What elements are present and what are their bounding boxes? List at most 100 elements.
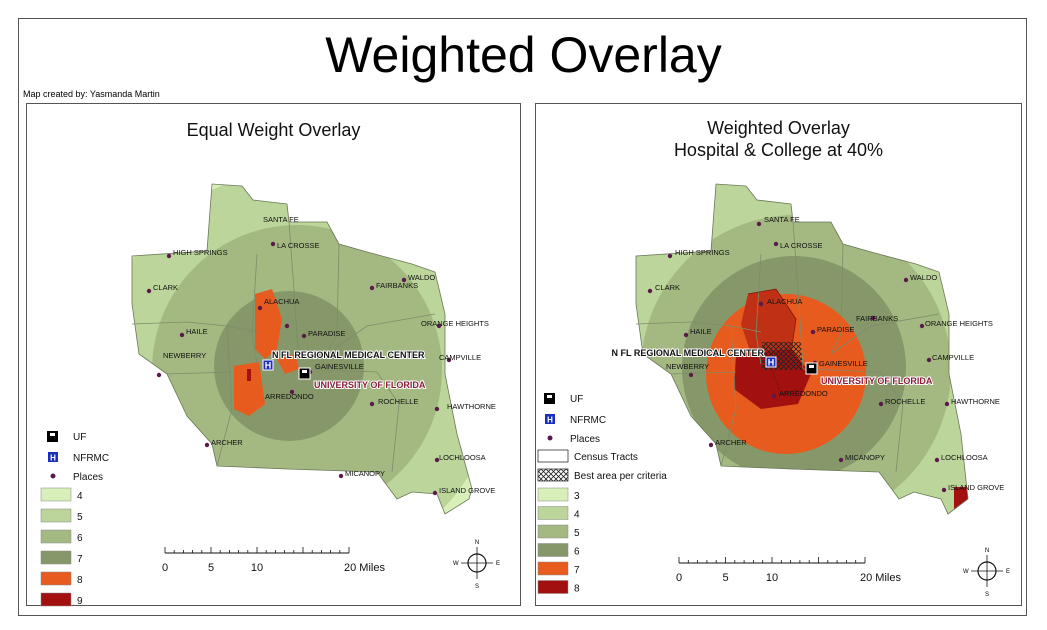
legend-class-label-5: 5 [574, 528, 580, 539]
legend-class-label-6: 6 [77, 533, 83, 544]
place-dot [369, 285, 375, 291]
place-dot [289, 389, 295, 395]
place-label-alachua: ALACHUA [767, 297, 802, 306]
place-dot [758, 301, 764, 307]
compass-icon: N S E W [963, 548, 1010, 598]
legend-class-label-8: 8 [574, 584, 580, 595]
legend-class-swatch-8 [537, 580, 569, 594]
compass-n: N [985, 548, 989, 554]
legend-best-area-swatch [537, 468, 569, 482]
legend-class-label-7: 7 [77, 554, 83, 565]
place-label-campville: CAMPVILLE [932, 353, 974, 362]
place-label-hawthorne: HAWTHORNE [951, 397, 1000, 406]
place-dot [919, 323, 925, 329]
place-dot [838, 457, 844, 463]
weighted-panel: Weighted Overlay Hospital & College at 4… [535, 103, 1022, 606]
legend: UF H NFRMC Places 4 5 6 7 8 9 [40, 431, 109, 607]
university-label: UNIVERSITY OF FLORIDA [821, 376, 933, 386]
place-dot [434, 457, 440, 463]
legend-class-swatch-4 [40, 487, 72, 502]
place-label-hawthorne: HAWTHORNE [447, 402, 496, 411]
school-icon-detail [809, 365, 814, 368]
place-label-archer: ARCHER [211, 438, 243, 447]
place-dot [941, 487, 947, 493]
university-label: UNIVERSITY OF FLORIDA [314, 380, 426, 390]
place-label-high-springs: HIGH SPRINGS [675, 248, 730, 257]
legend-class-swatch-9 [40, 592, 72, 607]
school-icon [298, 367, 311, 380]
legend-school-icon-detail [547, 395, 552, 398]
place-dot [647, 288, 653, 294]
legend-school-icon [47, 431, 58, 442]
place-label-newberry: NEWBERRY [163, 351, 206, 360]
place-dot [870, 315, 876, 321]
scale-label: 5 [722, 572, 728, 584]
place-dot [688, 372, 694, 378]
place-label-island-grove: ISLAND GROVE [948, 483, 1004, 492]
legend-class-label-3: 3 [574, 491, 580, 502]
place-label-arredondo: ARREDONDO [265, 392, 314, 401]
scale-label: 10 [766, 572, 778, 584]
place-dot [146, 288, 152, 294]
places-layer: SANTA FE HIGH SPRINGS LA CROSSE WALDO CLARK A… [647, 215, 1004, 493]
equal-weight-panel: Equal Weight Overlay SA [26, 103, 521, 607]
place-label-high-springs: HIGH SPRINGS [173, 248, 228, 257]
legend-label-census: Census Tracts [574, 452, 638, 463]
place-dot [436, 323, 442, 329]
place-dot [810, 329, 816, 335]
place-dot [434, 406, 440, 412]
place-dot [401, 277, 407, 283]
weighted-map: SANTA FE HIGH SPRINGS LA CROSSE WALDO CLARK A… [537, 183, 1010, 598]
hospital-H-icon: H [265, 361, 272, 371]
place-label-la-crosse: LA CROSSE [780, 241, 823, 250]
place-label-island-grove: ISLAND GROVE [439, 486, 495, 495]
panel-title-line2: Hospital & College at 40% [673, 140, 884, 160]
place-label-arredondo: ARREDONDO [779, 389, 828, 398]
place-label-la-crosse: LA CROSSE [277, 241, 320, 250]
legend-label-uf: UF [570, 394, 583, 405]
compass-w: W [453, 561, 459, 567]
place-dot [934, 457, 940, 463]
legend: UF H NFRMC Places Census Tracts Best area per… [537, 393, 667, 595]
scale-label: 20 Miles [344, 562, 385, 574]
legend-class-label-8: 8 [77, 575, 83, 586]
legend-school-icon [544, 393, 555, 404]
place-dot [944, 401, 950, 407]
scale-label: 20 Miles [860, 572, 901, 584]
legend-place-dot [547, 435, 553, 441]
place-dot [369, 401, 375, 407]
school-icon [805, 362, 818, 375]
hospital-marker [262, 359, 274, 371]
place-label-clark: CLARK [655, 283, 680, 292]
place-dot [338, 473, 344, 479]
compass-n: N [475, 540, 479, 546]
equal-weight-map: SANTA FE HIGH SPRINGS LA CROSSE WALDO CLARK A… [40, 183, 500, 607]
place-label-santa-fe: SANTA FE [263, 215, 299, 224]
legend-class-swatch-4 [537, 506, 569, 520]
place-label-santa-fe: SANTA FE [764, 215, 800, 224]
legend-class-label-6: 6 [574, 547, 580, 558]
legend-class-label-4: 4 [77, 491, 83, 502]
place-dot [179, 332, 185, 338]
legend-class-swatch-3 [537, 487, 569, 502]
legend-class-swatch-5 [537, 524, 569, 539]
place-label-alachua: ALACHUA [264, 297, 299, 306]
place-dot [926, 357, 932, 363]
place-dot [708, 442, 714, 448]
scale-bar: 0 5 10 20 Miles [676, 557, 901, 584]
legend-label-places: Places [570, 434, 600, 445]
hospital-label: N FL REGIONAL MEDICAL CENTER [611, 348, 764, 358]
compass-s: S [475, 584, 479, 590]
place-dot [683, 332, 689, 338]
school-icon-detail [302, 370, 307, 373]
place-label-campville: CAMPVILLE [439, 353, 481, 362]
scale-label: 10 [251, 562, 263, 574]
panel-title-line1: Weighted Overlay [707, 118, 850, 138]
compass-s: S [985, 592, 989, 598]
place-label-gainesville: GAINESVILLE [315, 362, 364, 371]
compass-w: W [963, 569, 969, 575]
legend-hospital-icon [48, 452, 58, 462]
place-dot [270, 241, 276, 247]
place-label-fairbanks: FAIRBANKS [376, 281, 418, 290]
legend-label-best-area: Best area per criteria [574, 471, 667, 482]
